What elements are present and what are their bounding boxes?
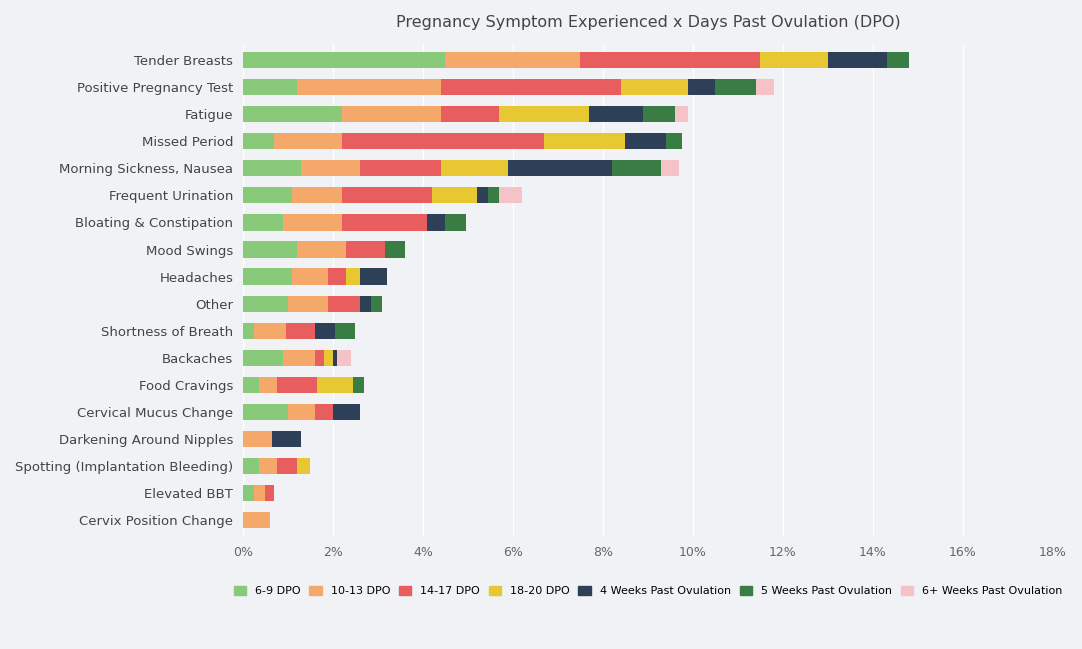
Bar: [275, 133, 342, 149]
Bar: [509, 160, 612, 177]
Bar: [590, 106, 644, 122]
Bar: [432, 187, 477, 203]
Bar: [242, 187, 292, 203]
Bar: [242, 160, 302, 177]
Bar: [292, 187, 342, 203]
Bar: [675, 106, 688, 122]
Bar: [342, 187, 432, 203]
Bar: [242, 52, 446, 68]
Bar: [500, 106, 590, 122]
Bar: [828, 52, 886, 68]
Legend: 6-9 DPO, 10-13 DPO, 14-17 DPO, 18-20 DPO, 4 Weeks Past Ovulation, 5 Weeks Past O: 6-9 DPO, 10-13 DPO, 14-17 DPO, 18-20 DPO…: [229, 582, 1067, 601]
Bar: [277, 458, 296, 474]
Bar: [242, 79, 296, 95]
Bar: [612, 160, 661, 177]
Bar: [242, 269, 292, 285]
Bar: [242, 512, 269, 528]
Bar: [265, 485, 275, 502]
Bar: [286, 323, 315, 339]
Title: Pregnancy Symptom Experienced x Days Past Ovulation (DPO): Pregnancy Symptom Experienced x Days Pas…: [396, 15, 900, 30]
Bar: [886, 52, 909, 68]
Bar: [296, 458, 311, 474]
Bar: [242, 241, 296, 258]
Bar: [342, 106, 440, 122]
Bar: [242, 295, 288, 312]
Bar: [446, 52, 580, 68]
Bar: [353, 377, 365, 393]
Bar: [254, 485, 265, 502]
Bar: [427, 214, 446, 230]
Bar: [242, 350, 283, 366]
Bar: [288, 295, 328, 312]
Bar: [715, 79, 756, 95]
Bar: [621, 79, 688, 95]
Bar: [315, 323, 335, 339]
Bar: [338, 350, 351, 366]
Bar: [661, 160, 679, 177]
Bar: [283, 350, 315, 366]
Bar: [324, 350, 333, 366]
Bar: [254, 323, 286, 339]
Bar: [315, 404, 333, 420]
Bar: [335, 323, 355, 339]
Bar: [315, 350, 324, 366]
Bar: [333, 350, 338, 366]
Bar: [665, 133, 682, 149]
Bar: [242, 133, 275, 149]
Bar: [302, 160, 360, 177]
Bar: [544, 133, 625, 149]
Bar: [328, 295, 360, 312]
Bar: [580, 52, 761, 68]
Bar: [242, 431, 272, 447]
Bar: [283, 214, 342, 230]
Bar: [346, 241, 384, 258]
Bar: [756, 79, 774, 95]
Bar: [440, 106, 500, 122]
Bar: [371, 295, 382, 312]
Bar: [328, 269, 346, 285]
Bar: [384, 241, 405, 258]
Bar: [342, 133, 544, 149]
Bar: [342, 214, 427, 230]
Bar: [288, 404, 315, 420]
Bar: [488, 187, 500, 203]
Bar: [242, 106, 342, 122]
Bar: [296, 79, 440, 95]
Bar: [644, 106, 675, 122]
Bar: [761, 52, 828, 68]
Bar: [292, 269, 328, 285]
Bar: [333, 404, 360, 420]
Bar: [688, 79, 715, 95]
Bar: [360, 160, 440, 177]
Bar: [446, 214, 465, 230]
Bar: [477, 187, 488, 203]
Bar: [242, 458, 259, 474]
Bar: [360, 269, 387, 285]
Bar: [277, 377, 317, 393]
Bar: [346, 269, 360, 285]
Bar: [500, 187, 522, 203]
Bar: [242, 485, 254, 502]
Bar: [242, 377, 259, 393]
Bar: [440, 160, 509, 177]
Bar: [242, 323, 254, 339]
Bar: [440, 79, 621, 95]
Bar: [360, 295, 371, 312]
Bar: [242, 404, 288, 420]
Bar: [317, 377, 353, 393]
Bar: [625, 133, 665, 149]
Bar: [259, 377, 277, 393]
Bar: [242, 214, 283, 230]
Bar: [296, 241, 346, 258]
Bar: [272, 431, 302, 447]
Bar: [259, 458, 277, 474]
